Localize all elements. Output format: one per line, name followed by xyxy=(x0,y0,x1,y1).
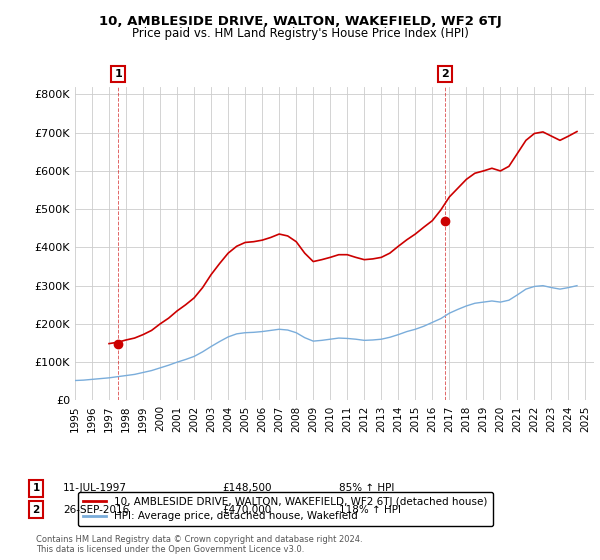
Text: 26-SEP-2016: 26-SEP-2016 xyxy=(63,505,129,515)
Text: Contains HM Land Registry data © Crown copyright and database right 2024.
This d: Contains HM Land Registry data © Crown c… xyxy=(36,535,362,554)
Text: 1: 1 xyxy=(115,69,122,79)
Text: £470,000: £470,000 xyxy=(222,505,271,515)
Text: 2: 2 xyxy=(441,69,449,79)
Legend: 10, AMBLESIDE DRIVE, WALTON, WAKEFIELD, WF2 6TJ (detached house), HPI: Average p: 10, AMBLESIDE DRIVE, WALTON, WAKEFIELD, … xyxy=(77,492,493,526)
Text: Price paid vs. HM Land Registry's House Price Index (HPI): Price paid vs. HM Land Registry's House … xyxy=(131,27,469,40)
Text: 118% ↑ HPI: 118% ↑ HPI xyxy=(339,505,401,515)
Text: 85% ↑ HPI: 85% ↑ HPI xyxy=(339,483,394,493)
Text: 10, AMBLESIDE DRIVE, WALTON, WAKEFIELD, WF2 6TJ: 10, AMBLESIDE DRIVE, WALTON, WAKEFIELD, … xyxy=(98,15,502,27)
Text: 2: 2 xyxy=(32,505,40,515)
Text: 11-JUL-1997: 11-JUL-1997 xyxy=(63,483,127,493)
Text: 1: 1 xyxy=(32,483,40,493)
Text: £148,500: £148,500 xyxy=(222,483,271,493)
